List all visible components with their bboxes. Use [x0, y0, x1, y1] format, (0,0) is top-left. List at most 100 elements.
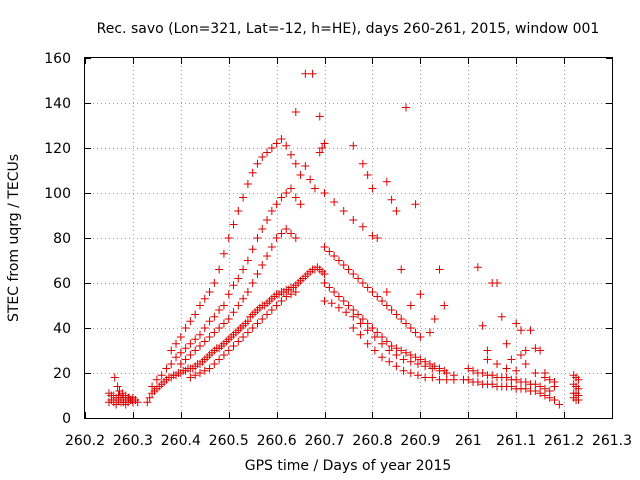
data-point-marker: [176, 360, 185, 368]
data-point-marker: [540, 384, 549, 393]
data-point-marker: [219, 351, 228, 359]
y-tick-label: 0: [62, 411, 71, 427]
data-point-marker: [516, 326, 525, 335]
data-point-marker: [574, 396, 583, 404]
data-point-marker: [411, 200, 420, 209]
data-point-marker: [219, 249, 228, 258]
data-point-marker: [430, 315, 439, 323]
data-point-marker: [148, 382, 157, 391]
data-point-marker: [435, 265, 444, 274]
data-point-marker: [363, 283, 372, 292]
data-point-marker: [425, 328, 434, 337]
x-tick-label: 260.4: [161, 433, 201, 449]
data-point-marker: [512, 366, 521, 375]
data-point-marker: [442, 369, 451, 377]
data-point-marker: [473, 263, 482, 272]
data-point-marker: [291, 288, 300, 296]
data-point-marker: [205, 288, 214, 296]
data-point-marker: [540, 391, 549, 400]
data-point-marker: [368, 288, 377, 296]
data-point-marker: [258, 261, 267, 269]
y-tick-labels: 0 20 40 60 80 100 120 140 160: [44, 51, 71, 427]
data-point-marker: [540, 373, 549, 382]
data-point-marker: [113, 382, 122, 391]
data-point-marker: [555, 400, 564, 409]
data-point-marker: [277, 193, 286, 202]
data-point-marker: [428, 373, 437, 382]
data-point-marker: [397, 265, 406, 274]
data-point-marker: [521, 360, 530, 368]
data-point-marker: [219, 301, 228, 310]
data-point-marker: [167, 360, 176, 368]
data-point-marker: [291, 159, 300, 168]
data-point-marker: [191, 335, 200, 344]
data-point-marker: [406, 301, 415, 310]
data-point-marker: [253, 159, 262, 168]
data-point-marker: [545, 375, 554, 384]
data-point-marker: [574, 384, 583, 393]
data-point-marker: [205, 364, 214, 373]
data-point-marker: [497, 312, 506, 321]
data-point-marker: [267, 306, 276, 314]
data-point-marker: [186, 339, 195, 348]
data-point-marker: [363, 171, 372, 179]
data-point-marker: [378, 333, 387, 341]
data-point-marker: [306, 175, 315, 184]
data-point-marker: [521, 378, 530, 386]
data-point-marker: [493, 279, 502, 287]
data-point-marker: [263, 310, 272, 319]
data-point-marker: [507, 355, 516, 364]
data-point-marker: [370, 346, 379, 355]
data-point-marker: [287, 184, 296, 193]
y-axis-label: STEC from uqrg / TECUs: [6, 154, 22, 322]
data-point-marker: [287, 229, 296, 238]
x-tick-label: 261.1: [496, 433, 536, 449]
data-point-marker: [301, 69, 310, 78]
data-point-marker: [442, 375, 451, 384]
data-point-marker: [531, 369, 540, 377]
data-point-marker: [406, 357, 415, 366]
data-point-marker: [358, 159, 367, 168]
data-point-marker: [176, 348, 185, 357]
data-point-marker: [229, 308, 238, 317]
x-tick-label: 260.3: [113, 433, 153, 449]
data-point-marker: [531, 387, 540, 395]
data-point-marker: [296, 171, 305, 179]
data-point-marker: [440, 301, 449, 310]
data-point-marker: [502, 364, 511, 373]
chart-title: Rec. savo (Lon=321, Lat=-12, h=HE), days…: [97, 21, 600, 37]
data-point-marker: [464, 375, 473, 384]
data-point-marker: [272, 301, 281, 310]
data-point-marker: [277, 229, 286, 238]
data-point-marker: [354, 310, 363, 319]
data-point-marker: [521, 384, 530, 393]
data-point-marker: [186, 351, 195, 359]
data-point-marker: [200, 294, 209, 303]
data-point-marker: [172, 353, 181, 362]
data-point-marker: [157, 371, 166, 380]
data-point-marker: [215, 306, 224, 314]
data-point-marker: [392, 362, 401, 371]
data-point-marker: [373, 292, 382, 301]
data-points: [104, 69, 583, 409]
data-point-marker: [181, 324, 190, 332]
y-tick-label: 120: [44, 141, 71, 157]
data-point-marker: [478, 369, 487, 377]
data-point-marker: [339, 207, 348, 215]
data-point-marker: [282, 141, 291, 150]
data-point-marker: [325, 283, 334, 292]
data-point-marker: [531, 344, 540, 353]
data-point-marker: [195, 342, 204, 350]
data-point-marker: [550, 396, 559, 404]
data-point-marker: [378, 353, 387, 362]
data-point-marker: [291, 108, 300, 116]
data-point-marker: [378, 297, 387, 305]
data-point-marker: [358, 279, 367, 287]
data-point-marker: [310, 184, 319, 193]
data-point-marker: [349, 324, 358, 332]
x-tick-label: 260.5: [209, 433, 249, 449]
data-point-marker: [229, 281, 238, 290]
data-point-marker: [301, 162, 310, 170]
data-point-marker: [349, 216, 358, 224]
data-point-marker: [473, 378, 482, 386]
